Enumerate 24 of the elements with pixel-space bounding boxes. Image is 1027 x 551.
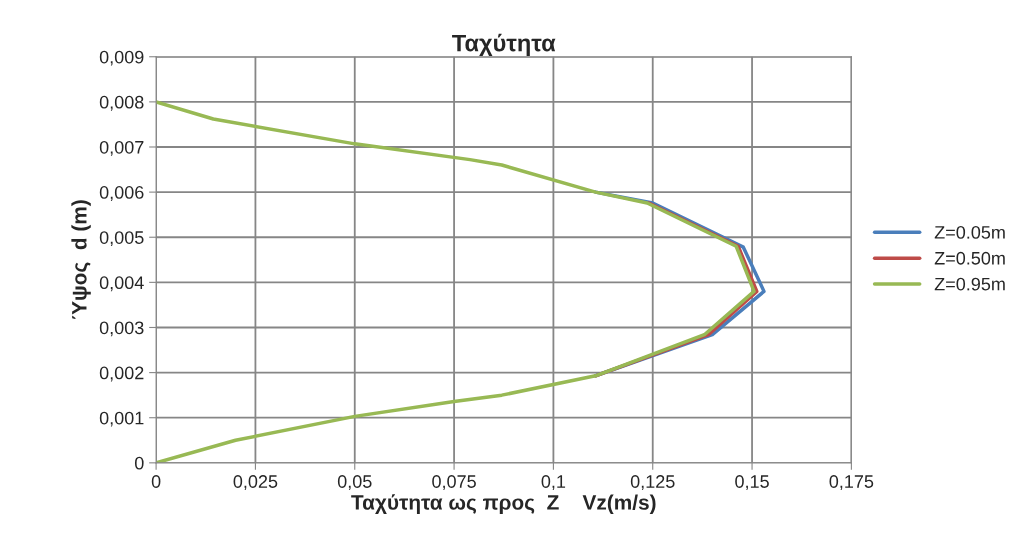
- y-tick-label: 0,003: [99, 321, 144, 337]
- x-tick-label: 0,075: [432, 475, 476, 491]
- x-tick-label: 0,125: [630, 475, 675, 491]
- x-tick-label: 0: [151, 475, 161, 488]
- y-tick-label: 0: [134, 456, 144, 470]
- y-tick-label: 0,007: [99, 140, 144, 156]
- chart-title: Ταχύτητα: [452, 33, 556, 57]
- legend-label: Z=0.50m: [934, 251, 1005, 265]
- x-tick-label: 0,175: [829, 475, 874, 491]
- y-tick-label: 0,005: [99, 231, 144, 247]
- y-tick-label: 0,008: [99, 95, 144, 111]
- y-tick-label: 0,006: [99, 186, 144, 201]
- legend-label: Z=0.05m: [934, 226, 1005, 239]
- y-tick-label: 0,009: [99, 50, 144, 66]
- x-tick-label: 0,15: [735, 475, 769, 491]
- x-tick-label: 0,025: [233, 475, 278, 491]
- y-tick-label: 0,002: [99, 366, 144, 382]
- x-tick-label: 0,1: [541, 475, 566, 491]
- y-tick-label: 0,004: [99, 276, 144, 292]
- y-tick-label: 0,001: [99, 411, 144, 427]
- legend-label: Z=0.95m: [934, 277, 1005, 291]
- y-axis-title: Ύψος d (m): [71, 200, 91, 320]
- x-tick-label: 0,05: [337, 475, 372, 491]
- x-axis-title: Ταχύτητα ως προς Z Vz(m/s): [351, 494, 656, 514]
